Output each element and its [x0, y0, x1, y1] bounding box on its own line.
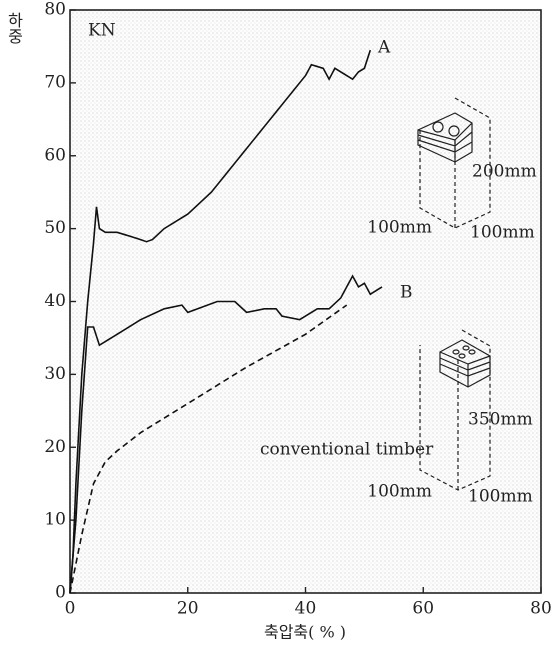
dimension-label: 350mm: [468, 410, 533, 430]
y-tick-label: 40: [44, 291, 66, 311]
dimension-label: 100mm: [470, 223, 535, 243]
specimen-icon-2: [419, 329, 491, 491]
y-tick-label: 20: [44, 437, 66, 457]
y-tick-label: 70: [44, 72, 66, 92]
plot-background: [70, 10, 541, 593]
x-tick-label: 0: [65, 599, 76, 619]
x-tick-label: 20: [177, 599, 199, 619]
y-tick-label: 30: [44, 364, 66, 384]
series-line: [69, 49, 372, 594]
y-tick-label: 80: [44, 0, 66, 20]
dimension-label: 100mm: [468, 487, 533, 507]
x-tick-label: 80: [530, 599, 552, 619]
y-tick-label: 60: [44, 145, 66, 165]
y-tick-label: 0: [55, 583, 66, 603]
x-tick-label: 40: [295, 599, 317, 619]
series-label: B: [400, 283, 413, 303]
series-label: conventional timber: [260, 440, 434, 460]
specimen-icon-1: [417, 97, 491, 229]
dimension-label: 200mm: [472, 162, 537, 182]
y-unit: KN: [88, 21, 116, 41]
series-line: [69, 304, 348, 594]
y-tick-label: 50: [44, 218, 66, 238]
dimension-label: 100mm: [367, 218, 432, 238]
dimension-label: 100mm: [367, 482, 432, 502]
x-axis-label: 축압축( % ): [264, 623, 346, 642]
y-tick-label: 10: [44, 510, 66, 530]
series-line: [69, 274, 383, 594]
x-tick-label: 60: [412, 599, 434, 619]
y-axis-label: 하중: [5, 12, 24, 44]
series-label: A: [377, 38, 391, 58]
